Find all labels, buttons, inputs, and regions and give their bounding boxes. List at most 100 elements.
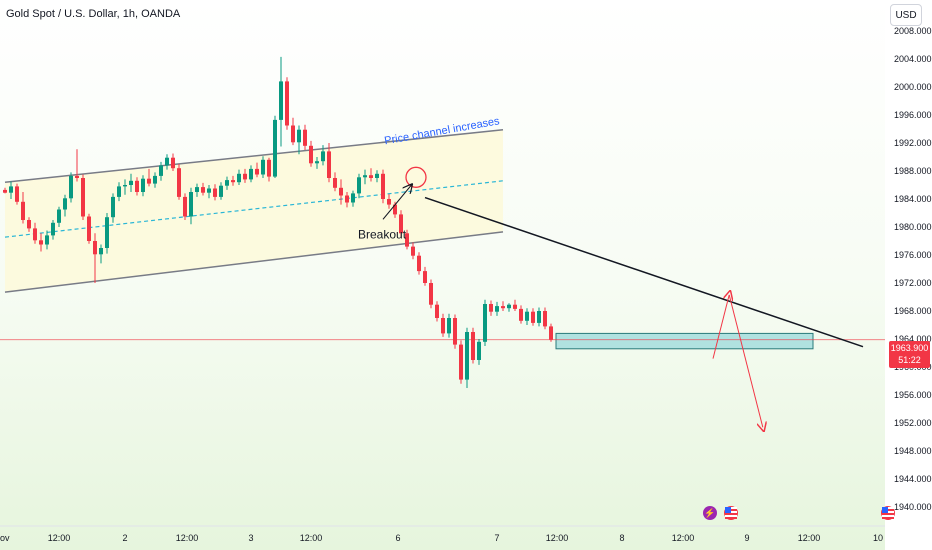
candle-body bbox=[33, 228, 37, 241]
candle-body bbox=[531, 311, 535, 323]
candle bbox=[543, 307, 547, 330]
candle bbox=[357, 173, 361, 199]
candle-body bbox=[339, 187, 343, 196]
candle bbox=[297, 125, 301, 155]
candle-body bbox=[183, 196, 187, 217]
candle-body bbox=[249, 168, 253, 180]
candle-body bbox=[261, 159, 265, 175]
candle-body bbox=[489, 304, 493, 312]
candle bbox=[375, 170, 379, 183]
price-tick-label: 1940.000 bbox=[894, 502, 932, 512]
breakout-label: Breakout bbox=[358, 227, 407, 241]
candle-body bbox=[417, 255, 421, 272]
candle bbox=[3, 187, 7, 194]
candle-body bbox=[243, 173, 247, 180]
candle-body bbox=[105, 217, 109, 248]
time-tick-label: 7 bbox=[494, 533, 499, 543]
candle-body bbox=[9, 186, 13, 193]
candle-body bbox=[513, 304, 517, 309]
bar-countdown: 51:22 bbox=[898, 355, 921, 365]
time-tick-label: 10 bbox=[873, 533, 883, 543]
candle bbox=[465, 327, 469, 388]
price-tick-label: 1964.000 bbox=[894, 334, 932, 344]
time-tick-label: 3 bbox=[248, 533, 253, 543]
last-price-tag: 1963.900 51:22 bbox=[889, 341, 930, 368]
candle-body bbox=[27, 220, 31, 229]
candle-body bbox=[477, 341, 481, 360]
candle bbox=[45, 230, 49, 250]
candle-body bbox=[201, 187, 205, 193]
currency-button[interactable]: USD bbox=[890, 4, 922, 26]
candle-body bbox=[3, 189, 7, 193]
candle bbox=[321, 145, 325, 166]
candle bbox=[351, 190, 355, 207]
candle-body bbox=[267, 159, 271, 177]
candle-body bbox=[237, 173, 241, 183]
downtrend-line bbox=[424, 196, 864, 348]
candle-body bbox=[537, 311, 541, 323]
candle bbox=[477, 339, 481, 365]
candle bbox=[63, 194, 67, 217]
price-tick-label: 1976.000 bbox=[894, 250, 932, 260]
candle-body bbox=[375, 173, 379, 178]
price-tick-label: 1996.000 bbox=[894, 110, 932, 120]
candle bbox=[261, 156, 265, 178]
candle bbox=[549, 323, 553, 342]
candle bbox=[513, 299, 517, 311]
candle-body bbox=[213, 188, 217, 197]
lightning-icon[interactable]: ⚡ bbox=[703, 506, 717, 520]
candle bbox=[87, 213, 91, 244]
candle bbox=[213, 184, 217, 201]
time-tick-label: 12:00 bbox=[176, 533, 199, 543]
channel-fill bbox=[5, 129, 503, 293]
candle bbox=[111, 193, 115, 223]
candle bbox=[507, 303, 511, 312]
candle bbox=[171, 153, 175, 171]
candle-body bbox=[321, 151, 325, 162]
price-tick-label: 2008.000 bbox=[894, 26, 932, 36]
us-flag-icon[interactable] bbox=[724, 506, 738, 520]
candle-body bbox=[303, 129, 307, 146]
us-flag-icon[interactable] bbox=[881, 506, 895, 520]
candle-body bbox=[381, 173, 385, 199]
candle-body bbox=[441, 318, 445, 334]
candle-body bbox=[333, 178, 337, 188]
candle-body bbox=[141, 178, 145, 192]
candle-body bbox=[159, 165, 163, 176]
candle-body bbox=[471, 332, 475, 360]
candle bbox=[285, 77, 289, 130]
time-tick-label: 12:00 bbox=[300, 533, 323, 543]
candle bbox=[93, 233, 97, 283]
candle-body bbox=[189, 192, 193, 217]
candle bbox=[519, 305, 523, 324]
candle bbox=[303, 124, 307, 150]
candle-body bbox=[387, 199, 391, 205]
candle bbox=[21, 192, 25, 224]
candle bbox=[207, 185, 211, 199]
candle bbox=[147, 168, 151, 187]
candle-body bbox=[135, 180, 139, 192]
candle-body bbox=[63, 198, 67, 210]
candle-body bbox=[327, 151, 331, 178]
candle bbox=[33, 222, 37, 244]
price-tick-label: 1972.000 bbox=[894, 278, 932, 288]
candle bbox=[345, 192, 349, 208]
candle-body bbox=[435, 304, 439, 318]
forecast-arrow-down bbox=[728, 294, 763, 427]
candle-body bbox=[291, 125, 295, 143]
candle bbox=[429, 279, 433, 309]
candle-body bbox=[453, 318, 457, 345]
candle-body bbox=[99, 248, 103, 255]
candle bbox=[255, 162, 259, 178]
candle bbox=[441, 313, 445, 337]
candle-body bbox=[273, 119, 277, 177]
candle-body bbox=[393, 204, 397, 215]
candle-body bbox=[501, 306, 505, 309]
candle bbox=[315, 157, 319, 169]
candle bbox=[363, 169, 367, 185]
candle bbox=[279, 56, 283, 147]
price-axis-panel bbox=[885, 0, 932, 550]
candle-body bbox=[411, 246, 415, 256]
candle bbox=[369, 168, 373, 182]
